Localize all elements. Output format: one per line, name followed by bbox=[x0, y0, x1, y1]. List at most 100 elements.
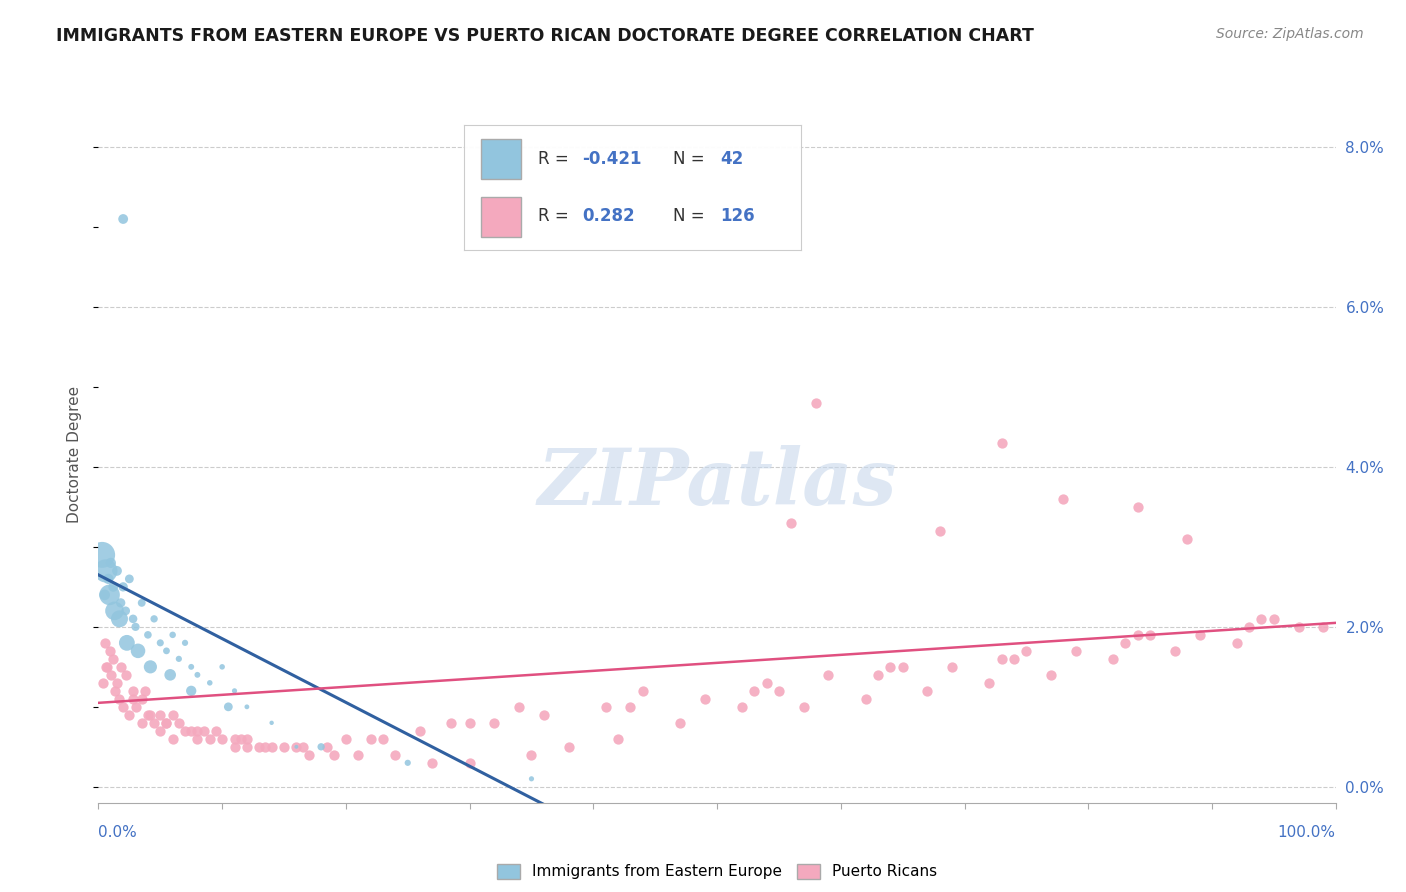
Point bbox=[180, 683, 202, 698]
FancyBboxPatch shape bbox=[481, 138, 522, 178]
Point bbox=[108, 691, 131, 706]
Legend: Immigrants from Eastern Europe, Puerto Ricans: Immigrants from Eastern Europe, Puerto R… bbox=[491, 857, 943, 886]
Point bbox=[124, 620, 146, 634]
Point bbox=[114, 604, 136, 618]
Text: 100.0%: 100.0% bbox=[1278, 825, 1336, 839]
Point bbox=[122, 612, 145, 626]
Point bbox=[136, 707, 159, 722]
Point bbox=[669, 715, 692, 730]
Point bbox=[118, 572, 141, 586]
Point bbox=[1052, 491, 1074, 506]
Point bbox=[520, 747, 543, 762]
Point bbox=[607, 731, 630, 746]
Point bbox=[347, 747, 370, 762]
Point bbox=[167, 652, 190, 666]
Point bbox=[1126, 500, 1149, 514]
Point bbox=[855, 691, 877, 706]
Point bbox=[990, 652, 1012, 666]
Text: ZIPatlas: ZIPatlas bbox=[537, 444, 897, 521]
Point bbox=[112, 699, 135, 714]
Point bbox=[1188, 628, 1211, 642]
Point bbox=[1250, 612, 1272, 626]
Point bbox=[98, 588, 121, 602]
Point bbox=[93, 636, 115, 650]
Point bbox=[174, 636, 197, 650]
Point bbox=[236, 699, 259, 714]
Point bbox=[804, 396, 827, 410]
Point bbox=[866, 668, 889, 682]
Point bbox=[285, 739, 308, 754]
Point bbox=[458, 756, 481, 770]
Point bbox=[174, 723, 197, 738]
Point bbox=[1175, 532, 1198, 546]
Point bbox=[384, 747, 406, 762]
Point bbox=[136, 628, 159, 642]
Point bbox=[91, 548, 114, 562]
Point bbox=[1126, 628, 1149, 642]
Point bbox=[254, 739, 277, 754]
Point bbox=[693, 691, 716, 706]
Point bbox=[1139, 628, 1161, 642]
Point bbox=[979, 676, 1001, 690]
Point bbox=[155, 644, 177, 658]
Text: N =: N = bbox=[673, 150, 710, 168]
Point bbox=[236, 739, 259, 754]
Point bbox=[631, 683, 654, 698]
Point bbox=[131, 691, 153, 706]
Point bbox=[122, 691, 145, 706]
Point bbox=[162, 731, 184, 746]
Point bbox=[93, 676, 115, 690]
Point bbox=[105, 564, 128, 578]
Point bbox=[1237, 620, 1260, 634]
Point bbox=[155, 715, 177, 730]
Point bbox=[193, 723, 215, 738]
Point bbox=[103, 604, 125, 618]
Point bbox=[793, 699, 815, 714]
Point bbox=[100, 556, 122, 570]
Point bbox=[322, 747, 344, 762]
Point bbox=[162, 707, 184, 722]
Point bbox=[260, 715, 283, 730]
Point bbox=[557, 739, 579, 754]
Point bbox=[595, 699, 617, 714]
Point bbox=[143, 715, 166, 730]
Point bbox=[917, 683, 939, 698]
Point bbox=[186, 668, 208, 682]
Text: R =: R = bbox=[538, 150, 574, 168]
Point bbox=[1040, 668, 1063, 682]
Point bbox=[1102, 652, 1125, 666]
Point bbox=[298, 747, 321, 762]
Point bbox=[990, 436, 1012, 450]
Point bbox=[118, 707, 141, 722]
Point bbox=[1226, 636, 1249, 650]
Point bbox=[768, 683, 790, 698]
Point bbox=[440, 715, 463, 730]
Point bbox=[103, 652, 125, 666]
Point bbox=[159, 668, 181, 682]
Point bbox=[396, 756, 419, 770]
Point bbox=[198, 731, 221, 746]
Point bbox=[928, 524, 950, 538]
Point bbox=[273, 739, 295, 754]
Point bbox=[115, 636, 138, 650]
Point bbox=[98, 644, 121, 658]
Point bbox=[309, 739, 332, 754]
Point bbox=[260, 739, 283, 754]
Point bbox=[211, 660, 233, 674]
Point bbox=[149, 707, 172, 722]
Point bbox=[484, 715, 506, 730]
Point bbox=[755, 676, 778, 690]
Point bbox=[360, 731, 382, 746]
Point bbox=[316, 739, 339, 754]
Point bbox=[285, 739, 308, 754]
Point bbox=[1114, 636, 1136, 650]
Point bbox=[112, 580, 135, 594]
Text: -0.421: -0.421 bbox=[582, 150, 641, 168]
Point bbox=[224, 731, 246, 746]
Point bbox=[122, 683, 145, 698]
Point bbox=[94, 564, 117, 578]
Point bbox=[205, 723, 228, 738]
Text: 0.0%: 0.0% bbox=[98, 825, 138, 839]
Point bbox=[742, 683, 765, 698]
Point bbox=[520, 772, 543, 786]
